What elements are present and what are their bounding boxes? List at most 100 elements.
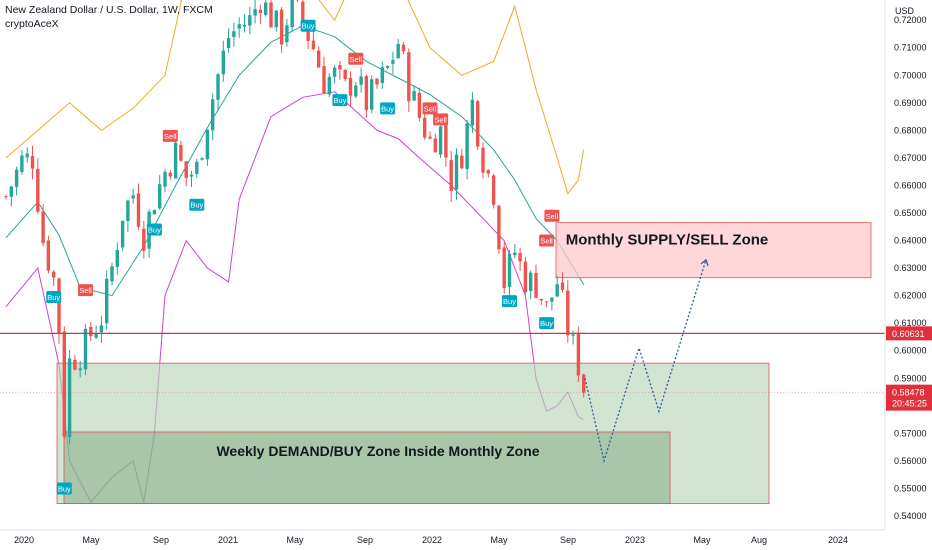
- price-tick-label: 0.59000: [894, 373, 927, 383]
- overlay-layer: [0, 258, 885, 464]
- candle-body: [486, 170, 490, 174]
- price-tick-label: 0.72000: [894, 15, 927, 25]
- candle-body: [163, 171, 167, 187]
- candle-body: [491, 175, 496, 205]
- candle-body: [449, 160, 453, 191]
- sell-signal-badge: [544, 209, 560, 222]
- candle-body: [115, 249, 119, 267]
- candle-body: [57, 278, 61, 334]
- level-price-label: 0.60631: [892, 329, 925, 339]
- candle-body: [221, 50, 225, 75]
- candle-body: [444, 125, 448, 158]
- sell-signal-badge: [539, 234, 555, 247]
- candle-body: [306, 26, 310, 41]
- price-tick-label: 0.56000: [894, 456, 927, 466]
- current-price-box: [886, 384, 932, 411]
- candle-body: [476, 101, 480, 147]
- candle-body: [301, 1, 305, 24]
- candle-body: [195, 161, 199, 174]
- candle-body: [428, 136, 432, 139]
- sell-signal-label: Sell: [79, 286, 92, 295]
- candle-body: [529, 272, 533, 292]
- candle-body: [285, 25, 289, 43]
- candle-body: [396, 43, 400, 59]
- candle-body: [120, 220, 125, 248]
- candle-body: [412, 91, 416, 101]
- candle-body: [226, 38, 231, 49]
- buy-signal-label: Buy: [302, 22, 315, 31]
- candle-body: [30, 156, 35, 169]
- candle-body: [534, 272, 538, 298]
- signals-layer: Buy Buy Sell Buy Sell Buy Buy Buy Sell Buy Sell Sel…: [46, 19, 560, 495]
- candle-body: [523, 261, 528, 293]
- price-tick-label: 0.55000: [894, 483, 927, 493]
- candle-body: [274, 10, 278, 28]
- buy-signal-badge: [380, 102, 396, 115]
- buy-signal-badge: [189, 198, 205, 211]
- buy-signal-label: Buy: [190, 201, 203, 210]
- buy-signal-label: Buy: [148, 226, 161, 235]
- candle-body: [385, 66, 390, 68]
- candle-body: [67, 358, 72, 438]
- candle-body: [354, 85, 358, 97]
- buy-signal-label: Buy: [540, 319, 553, 328]
- time-axis[interactable]: 2020 May Sep 2021 May Sep 2022 May Sep 2023 May Aug…: [0, 529, 885, 550]
- candle-body: [550, 297, 554, 302]
- price-tick-label: 0.57000: [894, 428, 927, 438]
- price-tick-label: 0.62000: [894, 291, 927, 301]
- candle-body: [327, 76, 331, 95]
- price-tick-label: 0.63000: [894, 263, 927, 273]
- author-name: cryptoAceX: [5, 18, 59, 30]
- sell-signal-label: Sell: [424, 104, 437, 113]
- time-tick-label: Sep: [560, 535, 576, 545]
- candle-body: [370, 79, 374, 110]
- candle-body: [4, 196, 8, 198]
- candle-body: [62, 331, 66, 437]
- price-tick-label: 0.60000: [894, 346, 927, 356]
- time-tick-label: Sep: [153, 535, 169, 545]
- candle-body: [211, 99, 215, 131]
- candle-body: [460, 155, 464, 169]
- candle-body: [311, 40, 316, 50]
- candle-body: [46, 240, 51, 271]
- candle-body: [52, 271, 56, 278]
- weekly-demand-zone-label: Weekly DEMAND/BUY Zone Inside Monthly Zo…: [216, 443, 539, 459]
- buy-signal-badge: [332, 94, 348, 107]
- candle-body: [179, 145, 183, 161]
- candle-body: [497, 205, 501, 250]
- supply-zone-label: Monthly SUPPLY/SELL Zone: [566, 232, 769, 249]
- level-price-box: [886, 326, 932, 341]
- candle-body: [279, 9, 284, 45]
- candle-body: [78, 368, 82, 371]
- price-tick-label: 0.71000: [894, 43, 927, 53]
- supply-zone: [555, 222, 872, 279]
- candle-body: [571, 334, 575, 336]
- weekly-demand-zone: [63, 431, 671, 505]
- candle-body: [391, 60, 395, 64]
- candle-body: [253, 9, 257, 16]
- candle-body: [189, 174, 194, 177]
- price-tick-label: 0.66000: [894, 180, 927, 190]
- candle-body: [83, 328, 88, 370]
- candle-body: [269, 2, 273, 28]
- candle-body: [126, 200, 130, 222]
- candle-body: [417, 92, 422, 118]
- candle-body: [343, 69, 347, 80]
- candle-body: [89, 326, 93, 337]
- time-tick-label: Aug: [751, 535, 767, 545]
- candle-body: [264, 2, 268, 15]
- candle-body: [465, 123, 469, 170]
- candle-body: [142, 228, 146, 251]
- sell-signal-label: Sell: [540, 237, 553, 246]
- candle-body: [433, 138, 437, 153]
- sell-signal-badge: [422, 102, 438, 115]
- sell-signal-label: Sell: [434, 115, 447, 124]
- candle-body: [332, 67, 337, 77]
- candle-body: [36, 168, 40, 212]
- candle-body: [94, 333, 98, 338]
- candle-body: [105, 278, 109, 324]
- time-axis-bg: [0, 530, 885, 550]
- candle-body: [507, 253, 512, 288]
